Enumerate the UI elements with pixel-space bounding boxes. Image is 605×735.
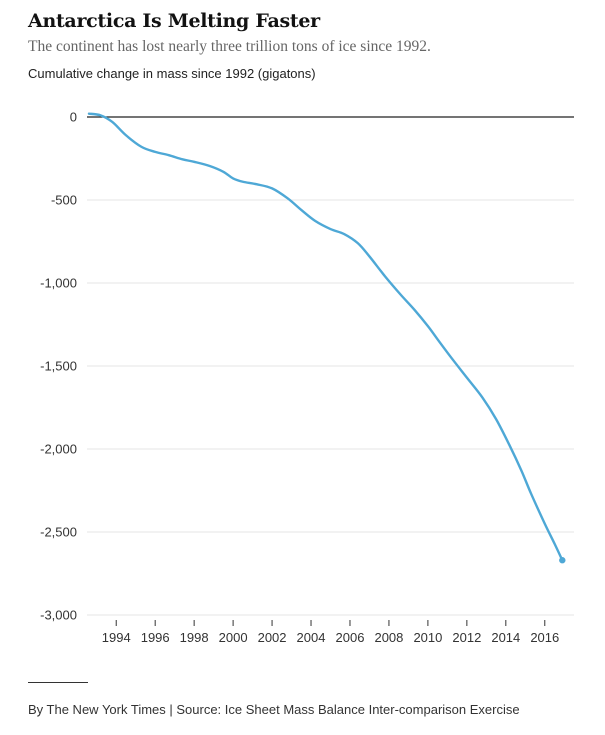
x-tick-label: 2012 [452,630,481,645]
x-tick-label: 2002 [258,630,287,645]
x-tick-label: 1996 [141,630,170,645]
x-tick-label: 1998 [180,630,209,645]
x-tick-label: 2016 [530,630,559,645]
x-tick-label: 2010 [413,630,442,645]
series-end-point [559,557,566,564]
x-tick-label: 2000 [219,630,248,645]
y-tick-label: 0 [70,110,77,125]
x-tick-label: 2008 [374,630,403,645]
y-tick-label: -500 [51,193,77,208]
y-tick-label: -2,000 [40,442,77,457]
series-layer [87,112,566,564]
footer-rule [28,682,88,683]
x-tick-label: 2006 [336,630,365,645]
x-axis-ticks: 1994 1996 1998 2000 2002 2004 2006 2008 2010 2012… [102,620,559,645]
x-tick-label: 2004 [297,630,326,645]
chart-subtitle: The continent has lost nearly three tril… [28,38,431,55]
chart-title: Antarctica Is Melting Faster [28,10,320,32]
y-tick-label: -3,000 [40,608,77,623]
gridlines [87,116,574,616]
series-line-0 [87,112,564,562]
y-tick-label: -1,500 [40,359,77,374]
source-credit: By The New York Times | Source: Ice Shee… [28,702,520,717]
x-tick-label: 1994 [102,630,131,645]
y-tick-label: -2,500 [40,525,77,540]
x-tick-label: 2014 [491,630,520,645]
y-axis-label: Cumulative change in mass since 1992 (gi… [28,66,316,81]
line-chart: 0 -500 -1,000 -1,500 -2,000 -2,500 -3,000 1994… [40,110,574,645]
y-tick-label: -1,000 [40,276,77,291]
y-axis-ticks: 0 -500 -1,000 -1,500 -2,000 -2,500 -3,000 [40,110,77,623]
